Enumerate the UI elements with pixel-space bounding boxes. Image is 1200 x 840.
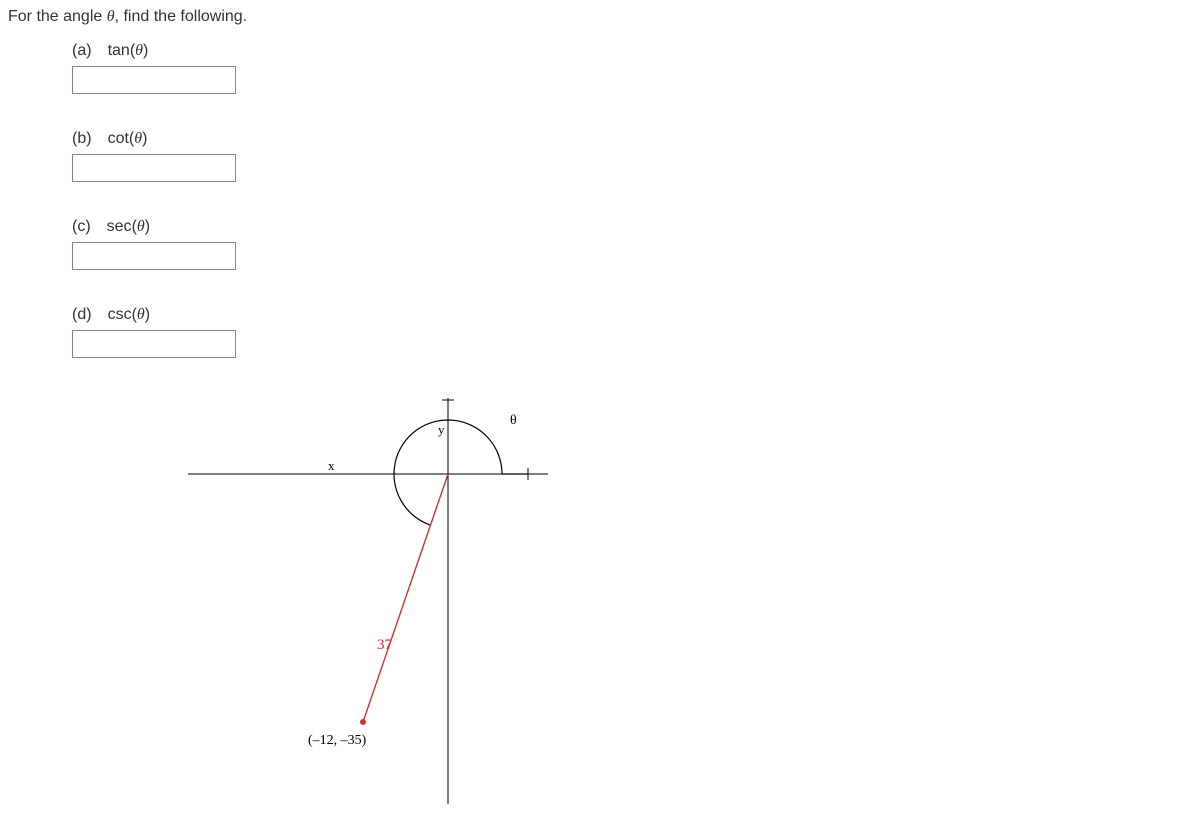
prompt-var: θ [107,8,115,25]
answer-input-b[interactable] [72,154,236,182]
answer-input-a[interactable] [72,66,236,94]
terminal-point-dot [360,719,366,725]
answer-input-c[interactable] [72,242,236,270]
parts-container: (a) tan(θ) (b) cot(θ) (c) sec(θ) (d) csc… [72,42,1192,358]
part-func: cot(θ) [108,130,148,148]
diagram-container: x y θ 37 (–12, –35) [168,394,1192,819]
part-func: tan(θ) [108,42,149,60]
prompt-prefix: For the angle [8,8,107,25]
part-d: (d) csc(θ) [72,306,1192,358]
part-letter: (b) [72,130,92,148]
prompt-suffix: , find the following. [115,8,248,25]
part-a: (a) tan(θ) [72,42,1192,94]
part-func: sec(θ) [107,218,150,236]
part-letter: (d) [72,306,92,324]
part-func: csc(θ) [108,306,151,324]
answer-input-d[interactable] [72,330,236,358]
terminal-point-label: (–12, –35) [308,733,367,748]
part-letter: (a) [72,42,92,60]
terminal-side [363,474,448,722]
angle-diagram: x y θ 37 (–12, –35) [168,394,568,814]
x-axis-label: x [328,458,335,473]
theta-label: θ [510,413,517,428]
part-letter: (c) [72,218,91,236]
hypotenuse-length-label: 37 [377,637,393,653]
problem-prompt: For the angle θ, find the following. [8,8,1192,26]
part-b: (b) cot(θ) [72,130,1192,182]
part-c: (c) sec(θ) [72,218,1192,270]
y-axis-label: y [438,422,445,437]
